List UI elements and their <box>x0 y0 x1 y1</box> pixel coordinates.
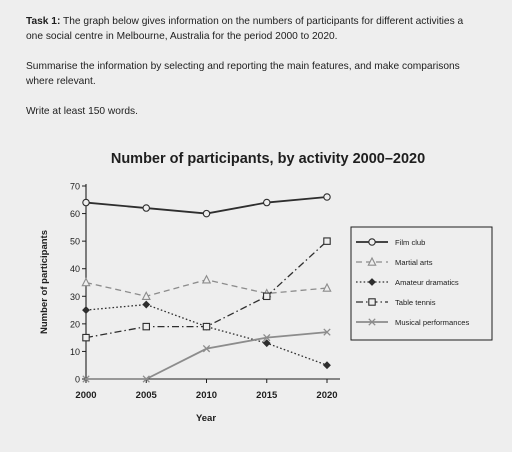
legend-marker-musical-performances-stroke <box>368 318 376 326</box>
data-point-table-tennis <box>262 292 271 301</box>
data-point-film-club <box>262 198 271 207</box>
data-point-musical-performances-stroke <box>263 333 271 342</box>
data-point-musical-performances-stroke <box>202 345 211 353</box>
data-point-amateur-dramatics <box>262 339 271 348</box>
x-tick-label: 2010 <box>196 390 217 401</box>
data-point-musical-performances <box>263 333 271 342</box>
data-point-film-club <box>323 193 331 201</box>
data-point-film-club <box>202 209 211 218</box>
data-point-table-tennis <box>323 237 331 245</box>
y-tick-label: 70 <box>70 182 80 192</box>
series-lines <box>81 193 332 383</box>
data-point-film-club <box>142 204 151 212</box>
task-line-1-text: The graph below gives information on the… <box>63 16 464 27</box>
data-point-table-tennis <box>202 322 211 331</box>
x-tick-label: 2005 <box>136 390 158 401</box>
y-tick-label: 50 <box>70 237 80 247</box>
y-tick-label: 40 <box>70 264 80 274</box>
task-line-2: one social centre in Melbourne, Australi… <box>26 31 338 42</box>
task-line-4: where relevant. <box>26 76 96 87</box>
legend-box <box>350 226 493 341</box>
legend: Film club Martial arts Amateur dramatics Ta… <box>350 226 493 341</box>
legend-marker-table-tennis <box>368 298 376 306</box>
y-tick-label: 10 <box>70 347 80 357</box>
legend-label-film-club: Film club <box>395 238 425 247</box>
legend-marker-martial-arts <box>367 256 377 266</box>
y-tick-label: 0 <box>75 375 80 385</box>
x-tick-label: 2020 <box>316 390 337 401</box>
task-line-3: Summarise the information by selecting a… <box>26 61 460 72</box>
x-tick-label: 2000 <box>75 390 96 401</box>
data-point-martial-arts <box>141 291 151 301</box>
data-point-table-tennis <box>142 322 151 331</box>
y-tick-label: 60 <box>70 209 80 219</box>
chart-title: Number of participants, by activity 2000… <box>111 151 425 167</box>
task-line-1: Task 1: The graph below gives informatio… <box>26 14 508 29</box>
data-point-amateur-dramatics <box>323 361 331 370</box>
data-point-musical-performances <box>202 345 211 353</box>
series-line-musical-performances <box>86 331 328 380</box>
data-point-musical-performances-stroke <box>323 328 331 336</box>
task-line-5: Write at least 150 words. <box>26 106 138 117</box>
task-instructions: Task 1: The graph below gives informatio… <box>26 14 508 119</box>
data-point-martial-arts <box>201 274 212 284</box>
x-axis-label: Year <box>196 413 216 424</box>
y-tick-label: 30 <box>70 292 80 302</box>
legend-label-table-tennis: Table tennis <box>395 298 436 307</box>
data-point-table-tennis <box>82 333 90 342</box>
data-point-musical-performances <box>82 375 90 383</box>
data-point-film-club <box>82 198 90 207</box>
data-point-musical-performances <box>142 375 150 383</box>
legend-label-amateur-dramatics: Amateur dramatics <box>395 278 459 287</box>
data-point-martial-arts <box>81 277 91 287</box>
x-tick-label: 2015 <box>256 390 278 401</box>
legend-label-musical-performances: Musical performances <box>395 318 469 327</box>
legend-marker-film-club <box>368 238 376 246</box>
data-point-amateur-dramatics <box>142 300 151 309</box>
legend-marker-amateur-dramatics <box>368 278 376 286</box>
legend-marker-musical-performances <box>368 318 376 326</box>
data-point-musical-performances-stroke <box>82 375 90 383</box>
task-label: Task 1: <box>26 16 61 27</box>
y-axis-label: Number of participants <box>39 230 50 334</box>
data-point-musical-performances-stroke <box>142 375 150 383</box>
data-point-musical-performances <box>323 328 331 336</box>
legend-label-martial-arts: Martial arts <box>395 258 433 267</box>
data-point-amateur-dramatics <box>82 306 90 314</box>
y-tick-label: 20 <box>70 319 80 329</box>
data-point-martial-arts <box>322 282 332 292</box>
